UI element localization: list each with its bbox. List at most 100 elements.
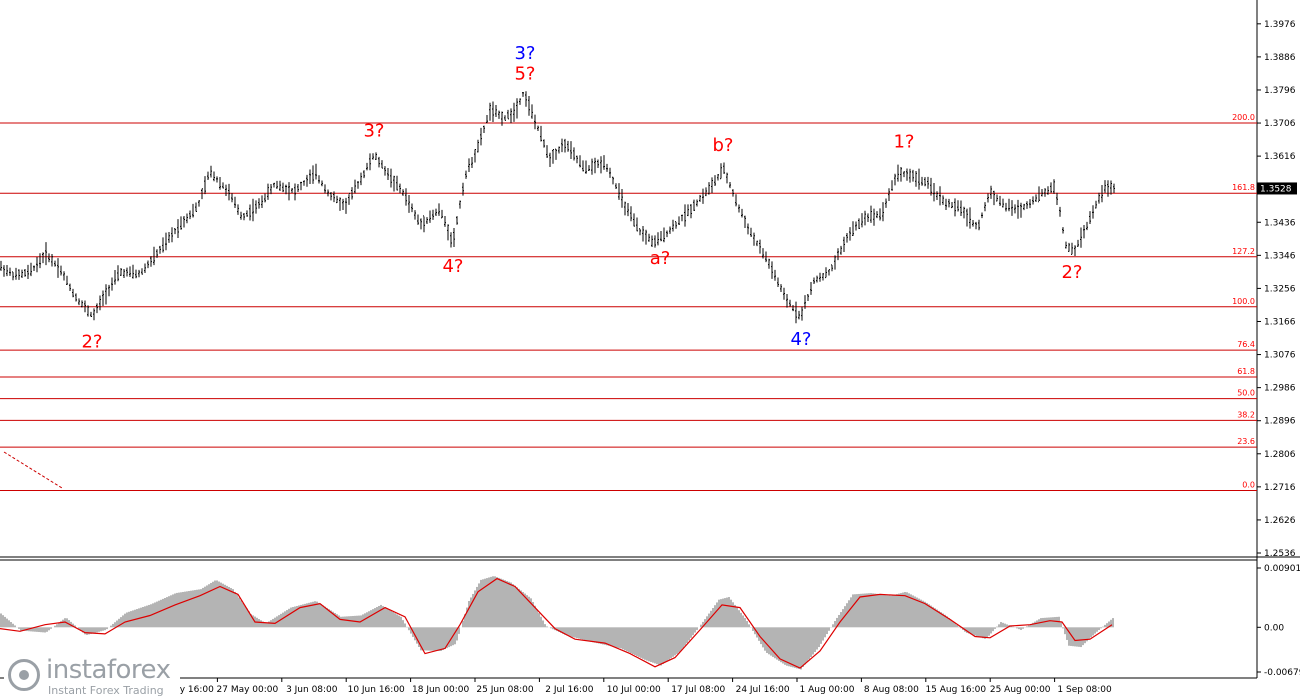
osc-histogram-bar xyxy=(598,627,600,644)
time-tick-label: 18 Jun 00:00 xyxy=(412,685,469,695)
osc-histogram-bar xyxy=(1046,617,1048,628)
osc-histogram-bar xyxy=(194,590,196,628)
osc-histogram-bar xyxy=(560,627,562,633)
osc-histogram-bar xyxy=(1074,627,1076,647)
osc-histogram-bar xyxy=(128,611,130,628)
osc-histogram-bar xyxy=(42,627,44,633)
osc-histogram-bar xyxy=(288,608,290,628)
osc-tick-label: -0.00679 xyxy=(1264,668,1300,678)
osc-histogram-bar xyxy=(984,627,986,639)
osc-histogram-bar xyxy=(832,624,834,628)
osc-histogram-bar xyxy=(494,576,496,628)
osc-histogram-bar xyxy=(318,602,320,628)
osc-histogram-bar xyxy=(946,616,948,628)
osc-histogram-bar xyxy=(700,624,702,628)
trend-line xyxy=(3,451,63,489)
osc-histogram-bar xyxy=(1082,627,1084,646)
osc-histogram-bar xyxy=(718,599,720,628)
osc-histogram-bar xyxy=(628,627,630,653)
osc-histogram-bar xyxy=(486,578,488,628)
price-bars xyxy=(0,91,1115,324)
osc-histogram-bar xyxy=(544,624,546,628)
osc-histogram-bar xyxy=(102,627,104,631)
osc-tick-label: 0.00 xyxy=(1264,623,1284,633)
osc-histogram-bar xyxy=(1012,626,1014,628)
osc-histogram-bar xyxy=(12,623,14,628)
fib-level-label: 23.6 xyxy=(1237,437,1255,446)
price-tick-label: 1.3886 xyxy=(1264,53,1296,63)
osc-histogram-bar xyxy=(510,582,512,628)
osc-histogram-bar xyxy=(784,627,786,665)
osc-histogram-bar xyxy=(1068,627,1070,646)
osc-histogram-bar xyxy=(1102,626,1104,628)
wave-label: 2? xyxy=(81,332,102,353)
osc-histogram-bar xyxy=(644,627,646,660)
time-tick-label: 17 Jul 08:00 xyxy=(671,685,725,695)
osc-histogram-bar xyxy=(424,627,426,651)
osc-histogram-bar xyxy=(570,627,572,637)
osc-histogram-bar xyxy=(858,593,860,628)
osc-histogram-bar xyxy=(222,583,224,628)
price-tick-label: 1.3706 xyxy=(1264,119,1296,129)
osc-histogram-bar xyxy=(604,627,606,645)
osc-histogram-bar xyxy=(824,627,826,638)
osc-histogram-bar xyxy=(252,615,254,628)
osc-histogram-bar xyxy=(884,594,886,628)
osc-histogram-bar xyxy=(740,612,742,628)
osc-histogram-bar xyxy=(1004,623,1006,628)
osc-histogram-bar xyxy=(268,621,270,628)
osc-histogram-bar xyxy=(258,619,260,628)
osc-histogram-bar xyxy=(500,578,502,628)
osc-histogram-bar xyxy=(868,593,870,628)
osc-histogram-bar xyxy=(370,610,372,628)
osc-histogram-bar xyxy=(762,627,764,648)
osc-histogram-bar xyxy=(298,605,300,628)
osc-histogram-bar xyxy=(294,606,296,628)
wave-label: 3? xyxy=(363,120,384,141)
osc-histogram-bar xyxy=(112,623,114,628)
osc-histogram-bar xyxy=(970,627,972,635)
osc-histogram-bar xyxy=(872,593,874,628)
time-tick-label: 25 Aug 00:00 xyxy=(990,685,1051,695)
osc-histogram-bar xyxy=(710,610,712,628)
osc-histogram-bar xyxy=(684,627,686,646)
price-tick-label: 1.3436 xyxy=(1264,218,1296,228)
osc-histogram-bar xyxy=(324,606,326,628)
osc-histogram-bar xyxy=(638,627,640,657)
osc-histogram-bar xyxy=(1048,617,1050,628)
osc-histogram-bar xyxy=(770,627,772,656)
wave-label: b? xyxy=(713,135,734,156)
osc-histogram-bar xyxy=(174,593,176,628)
price-tick-label: 1.2716 xyxy=(1264,483,1296,493)
osc-histogram-bar xyxy=(834,621,836,628)
osc-histogram-bar xyxy=(776,627,778,660)
osc-histogram-bar xyxy=(666,627,668,662)
osc-histogram-bar xyxy=(250,614,252,628)
price-tick-label: 1.3616 xyxy=(1264,152,1296,162)
osc-histogram-bar xyxy=(14,625,16,628)
osc-histogram-bar xyxy=(914,596,916,628)
osc-histogram-bar xyxy=(814,627,816,653)
fib-level-label: 0.0 xyxy=(1242,481,1255,490)
osc-histogram-bar xyxy=(662,627,664,665)
osc-histogram-bar xyxy=(526,595,528,628)
price-tick-label: 1.3976 xyxy=(1264,20,1296,30)
osc-histogram-bar xyxy=(906,592,908,628)
osc-histogram-bar xyxy=(1002,622,1004,628)
osc-histogram-bar xyxy=(648,627,650,662)
osc-histogram-bar xyxy=(198,589,200,628)
osc-histogram-bar xyxy=(512,584,514,628)
osc-histogram-bar xyxy=(976,627,978,637)
osc-histogram-bar xyxy=(458,627,460,634)
osc-histogram-bar xyxy=(180,592,182,628)
osc-histogram-bar xyxy=(694,627,696,633)
osc-histogram-bar xyxy=(794,627,796,668)
osc-histogram-bar xyxy=(376,607,378,628)
osc-histogram-bar xyxy=(440,627,442,652)
osc-histogram-bar xyxy=(568,627,570,636)
osc-histogram-bar xyxy=(892,595,894,628)
time-tick-label: 8 Aug 08:00 xyxy=(864,685,919,695)
osc-histogram-bar xyxy=(38,627,40,633)
wave-label: 2? xyxy=(1061,262,1082,283)
